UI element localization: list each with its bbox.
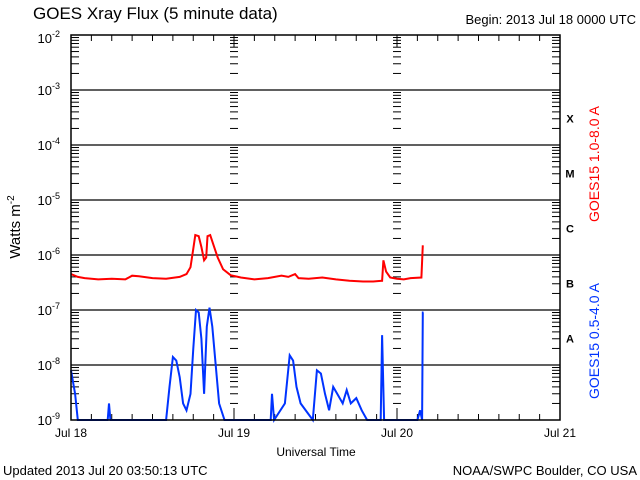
y-axis-label: Watts m-2	[6, 195, 24, 259]
x-tick-label: Jul 18	[55, 426, 87, 440]
x-tick-label: Jul 21	[544, 426, 576, 440]
chart-begin-date: Begin: 2013 Jul 18 0000 UTC	[465, 12, 636, 27]
updated-timestamp: Updated 2013 Jul 20 03:50:13 UTC	[3, 463, 208, 478]
y-tick-label: 10-5	[38, 191, 60, 208]
y-tick-label: 10-7	[38, 301, 60, 318]
flare-class-label: M	[565, 169, 574, 181]
y-tick-label: 10-2	[38, 29, 60, 46]
flare-class-label: X	[566, 114, 574, 126]
legend-red-series: GOES15 1.0-8.0 A	[586, 105, 602, 222]
series-line-long-wavelength	[70, 233, 424, 283]
credit-text: NOAA/SWPC Boulder, CO USA	[453, 463, 638, 478]
flare-class-label: B	[566, 279, 574, 291]
x-axis-label: Universal Time	[276, 445, 356, 459]
plot-frame	[70, 34, 561, 421]
y-tick-label: 10-6	[38, 246, 60, 263]
x-tick-label: Jul 19	[218, 426, 250, 440]
chart-title: GOES Xray Flux (5 minute data)	[33, 4, 278, 23]
legend-blue-series: GOES15 0.5-4.0 A	[586, 282, 602, 399]
y-tick-label: 10-3	[38, 81, 60, 98]
y-tick-label: 10-4	[38, 136, 60, 153]
y-tick-label: 10-8	[38, 356, 60, 373]
flare-class-label: A	[566, 334, 574, 346]
series-line-short-wavelength	[70, 307, 424, 424]
flare-class-label: C	[566, 224, 574, 236]
y-tick-label: 10-9	[38, 411, 60, 428]
x-tick-label: Jul 20	[381, 426, 413, 440]
